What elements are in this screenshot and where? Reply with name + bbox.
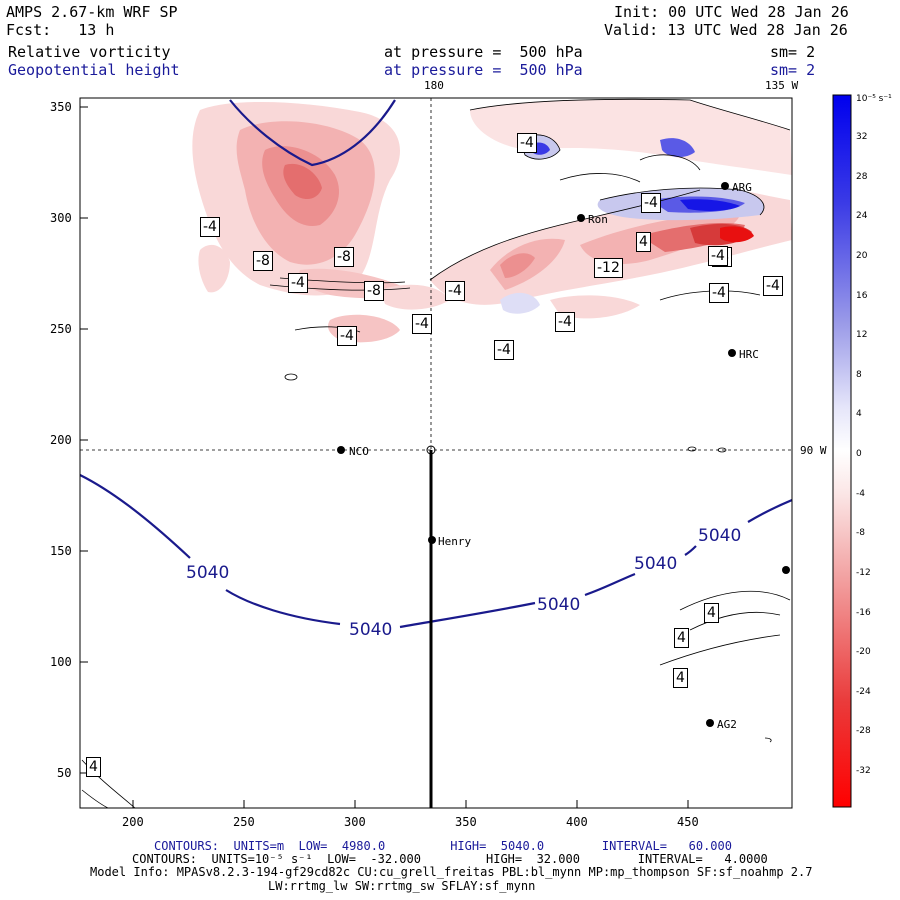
y-tick-label: 200 [50, 433, 72, 447]
height-label: 5040 [698, 526, 741, 546]
colorbar-tick-label: 8 [856, 369, 862, 380]
x-tick-label: 200 [122, 815, 144, 829]
height-contours [80, 99, 792, 629]
y-tick-label: 350 [50, 100, 72, 114]
station-edge-dot [782, 566, 790, 574]
station-ag2-dot [706, 719, 714, 727]
colorbar-tick-label: -32 [856, 766, 871, 776]
height-label: 5040 [186, 563, 229, 583]
footer-physics: LW:rrtmg_lw SW:rrtmg_sw SFLAY:sf_mynn [268, 879, 536, 893]
colorbar-tick-label: 20 [856, 250, 868, 261]
vorticity-contour-label: -4 [555, 312, 575, 332]
y-tick-label: 50 [57, 766, 72, 780]
station-ron: Ron [588, 213, 608, 226]
vorticity-fill [192, 99, 792, 343]
station-arg: ARG [732, 181, 752, 194]
vorticity-contour-label: -8 [364, 281, 384, 301]
vorticity-contour-label: -4 [445, 281, 465, 301]
vorticity-contour-label: 4 [86, 757, 101, 777]
forecast-hour: Fcst: 13 h [6, 21, 115, 39]
longitude-180-label: 180 [424, 79, 444, 92]
colorbar-tick-label: -28 [856, 726, 871, 737]
station-ag2: AG2 [717, 718, 737, 731]
vorticity-contour-label: 4 [636, 232, 651, 252]
height-label: 5040 [634, 554, 677, 574]
station-henry-dot [428, 536, 436, 544]
vorticity-contour-label: -12 [594, 258, 623, 278]
height-labels: 5040 5040 5040 5040 5040 [186, 526, 741, 640]
pressure-vorticity: at pressure = 500 hPa [384, 43, 583, 61]
station-ron-dot [577, 214, 585, 222]
vorticity-contour-label: -4 [288, 273, 308, 293]
vorticity-contour-label: -4 [709, 283, 729, 303]
colorbar-unit: 10⁻⁵ s⁻¹ [856, 94, 892, 104]
pressure-height: at pressure = 500 hPa [384, 61, 583, 79]
vorticity-contour-label: -4 [337, 326, 357, 346]
station-nco: NCO [349, 445, 369, 458]
x-tick-label: 300 [344, 815, 366, 829]
footer-model-info: Model Info: MPASv8.2.3-194-gf29cd82c CU:… [90, 865, 813, 879]
vorticity-contour-label: -4 [517, 133, 537, 153]
vorticity-contour-label: -4 [200, 217, 220, 237]
colorbar-tick-label: -20 [856, 647, 871, 658]
colorbar [832, 94, 852, 808]
vorticity-contours [81, 98, 791, 808]
station-hrc: HRC [739, 348, 759, 361]
colorbar-tick-label: 24 [856, 211, 868, 222]
vorticity-contour-label: 4 [673, 668, 688, 688]
colorbar-tick-label: 12 [856, 330, 868, 341]
footer-height-contours: CONTOURS: UNITS=m LOW= 4980.0 HIGH= 5040… [154, 839, 732, 853]
colorbar-tick-label: -8 [856, 528, 865, 539]
colorbar-tick-label: -4 [856, 488, 865, 499]
colorbar-tick-label: 16 [856, 290, 868, 301]
init-time: Init: 00 UTC Wed 28 Jan 26 [614, 3, 849, 21]
smoothing-vorticity: sm= 2 [770, 43, 816, 61]
vorticity-contour-label: -4 [708, 246, 728, 266]
pole-marker [426, 445, 436, 455]
y-tick-label: 150 [50, 544, 72, 558]
x-tick-label: 350 [455, 815, 477, 829]
model-title: AMPS 2.67-km WRF SP [6, 3, 178, 21]
colorbar-tick-label: 0 [856, 449, 862, 459]
vorticity-contour-label: -8 [334, 247, 354, 267]
plot-frame [79, 97, 793, 809]
height-label: 5040 [349, 620, 392, 640]
vorticity-contour-label: 4 [674, 628, 689, 648]
smoothing-height: sm= 2 [770, 61, 816, 79]
vorticity-contour-label: -4 [412, 314, 432, 334]
colorbar-tick-label: -24 [856, 686, 871, 697]
y-tick-label: 100 [50, 655, 72, 669]
colorbar-tick-label: 4 [856, 409, 862, 420]
y-tick-label: 300 [50, 211, 72, 225]
x-tick-label: 400 [566, 815, 588, 829]
x-tick-label: 250 [233, 815, 255, 829]
vorticity-contour-label: -8 [253, 251, 273, 271]
vorticity-contour-label: 4 [704, 603, 719, 623]
station-arg-dot [721, 182, 729, 190]
vorticity-contour-label: -4 [763, 276, 783, 296]
field-height: Geopotential height [8, 61, 180, 79]
axis-ticks [80, 106, 689, 808]
longitude-135w-label: 135 W [765, 79, 799, 92]
station-henry: Henry [438, 535, 471, 548]
valid-time: Valid: 13 UTC Wed 28 Jan 26 [604, 21, 848, 39]
longitude-90w-label: 90 W [800, 444, 827, 457]
station-nco-dot [337, 446, 345, 454]
y-tick-label: 250 [50, 322, 72, 336]
station-hrc-dot [728, 349, 736, 357]
vorticity-contour-label: -4 [641, 193, 661, 213]
colorbar-tick-label: -12 [856, 567, 871, 578]
colorbar-tick-label: 28 [856, 171, 868, 182]
vorticity-contour-label: -4 [494, 340, 514, 360]
colorbar-tick-label: 32 [856, 132, 868, 142]
stations: NCO Henry HRC AG2 Ron ARG [337, 181, 790, 731]
field-vorticity: Relative vorticity [8, 43, 171, 61]
height-label: 5040 [537, 595, 580, 615]
footer-vorticity-contours: CONTOURS: UNITS=10⁻⁵ s⁻¹ LOW= -32.000 HI… [132, 852, 768, 866]
colorbar-tick-label: -16 [856, 607, 871, 618]
x-tick-label: 450 [677, 815, 699, 829]
